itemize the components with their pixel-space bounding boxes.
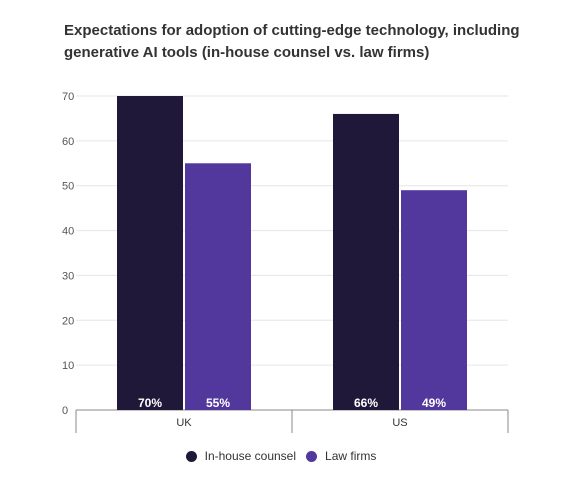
bar [117,96,183,410]
y-tick-label: 30 [62,270,74,282]
legend-label-in-house-counsel: In-house counsel [204,449,297,463]
bar [333,113,399,410]
y-tick-label: 10 [62,360,74,372]
y-tick-label: 0 [62,405,68,417]
legend-marker-law-firms [306,450,318,462]
y-tick-label: 40 [62,226,74,238]
legend-item-in-house-counsel[interactable]: In-house counsel [185,449,297,463]
bar [401,190,467,410]
bar-value-label: 49% [422,396,446,410]
x-tick-label: UK [176,417,192,429]
bar-value-label: 70% [138,396,162,410]
y-tick-label: 60 [62,136,74,148]
bar-value-label: 66% [354,396,378,410]
legend-marker-in-house-counsel [185,450,197,462]
legend-label-law-firms: Law firms [325,449,377,463]
chart-title: Expectations for adoption of cutting-edg… [64,22,520,61]
x-tick-label: US [392,417,407,429]
legend-item-law-firms[interactable]: Law firms [306,449,376,463]
bar-value-label: 55% [206,396,230,410]
bar [185,163,251,410]
y-tick-label: 70 [62,91,74,103]
y-tick-label: 50 [62,181,74,193]
legend: In-house counsel Law firms [0,449,562,463]
y-tick-label: 20 [62,315,74,327]
